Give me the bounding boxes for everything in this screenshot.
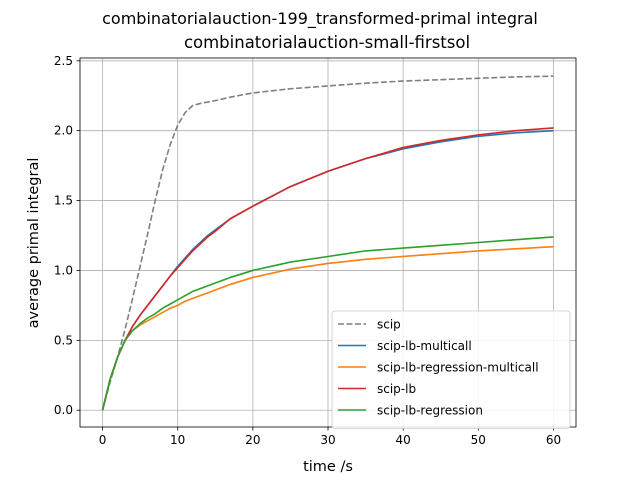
- x-tick-label: 10: [170, 433, 185, 447]
- y-tick-label: 2.0: [54, 124, 73, 138]
- series-line-scip: [101, 75, 554, 411]
- series-line-scip-lb-regression: [101, 236, 554, 411]
- y-tick-label: 1.5: [54, 194, 73, 208]
- x-tick-label: 40: [396, 433, 411, 447]
- chart-subtitle: combinatorialauction-small-firstsol: [184, 33, 470, 52]
- y-tick-label: 0.0: [54, 403, 73, 417]
- legend-label: scip: [377, 318, 401, 332]
- x-tick-label: 0: [99, 433, 107, 447]
- y-tick-label: 0.5: [54, 333, 73, 347]
- legend-label: scip-lb: [377, 382, 416, 396]
- x-tick-label: 30: [320, 433, 335, 447]
- x-axis-label: time /s: [303, 459, 353, 475]
- x-tick-label: 60: [546, 433, 561, 447]
- series-line-scip-lb: [101, 127, 554, 411]
- x-tick-label: 50: [471, 433, 486, 447]
- legend-label: scip-lb-multicall: [377, 339, 472, 353]
- x-tick-label: 20: [245, 433, 260, 447]
- axes-frame: [79, 57, 577, 428]
- y-tick-label: 1.0: [54, 263, 73, 277]
- legend-label: scip-lb-regression-multicall: [377, 361, 539, 375]
- chart-title: combinatorialauction-199_transformed-pri…: [102, 9, 538, 29]
- legend-box: [331, 310, 571, 429]
- legend: scip scip-lb-multicall scip-lb-regression-…: [331, 310, 571, 429]
- y-axis-label: average primal integral: [26, 158, 42, 329]
- legend-label: scip-lb-regression: [377, 404, 483, 418]
- y-tick-label: 2.5: [54, 54, 73, 68]
